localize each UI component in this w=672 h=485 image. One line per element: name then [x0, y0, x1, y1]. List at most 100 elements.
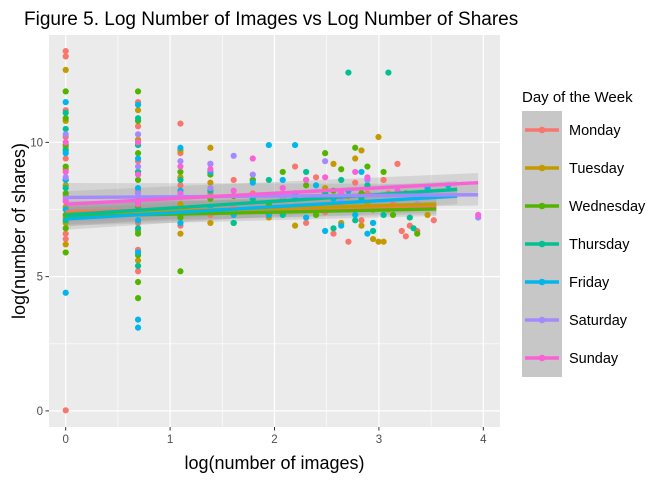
- data-point: [358, 222, 365, 229]
- data-point: [62, 174, 69, 181]
- data-point: [380, 238, 387, 245]
- legend-key-point: [538, 354, 546, 362]
- data-point: [134, 217, 142, 224]
- data-point: [369, 227, 377, 235]
- data-point: [352, 144, 359, 151]
- data-point: [375, 238, 382, 245]
- data-point: [177, 158, 184, 165]
- data-point: [134, 150, 142, 157]
- legend-key-point: [538, 240, 546, 248]
- data-point: [380, 168, 387, 176]
- legend-label: Tuesday: [569, 161, 625, 177]
- data-point: [410, 225, 417, 232]
- data-point: [134, 278, 142, 286]
- data-point: [475, 211, 482, 218]
- data-point: [322, 174, 329, 181]
- data-point: [134, 107, 142, 114]
- data-point: [312, 174, 320, 181]
- data-point: [134, 324, 142, 331]
- data-point: [62, 66, 69, 74]
- data-point: [303, 219, 310, 227]
- data-point: [62, 88, 69, 95]
- data-point: [62, 289, 69, 296]
- data-point: [352, 155, 359, 162]
- data-point: [134, 230, 142, 237]
- data-point: [414, 230, 421, 237]
- data-point: [62, 241, 69, 248]
- data-point: [62, 48, 69, 55]
- data-point: [207, 166, 214, 173]
- data-point: [62, 109, 69, 116]
- data-point: [364, 163, 371, 170]
- data-point: [134, 88, 142, 95]
- data-point: [134, 190, 142, 197]
- data-point: [134, 295, 142, 302]
- legend-key-point: [538, 316, 546, 324]
- x-axis-label: log(number of images): [184, 453, 364, 473]
- data-point: [207, 144, 214, 151]
- data-point: [134, 163, 142, 170]
- data-point: [352, 211, 359, 218]
- data-point: [352, 168, 359, 176]
- data-point: [62, 163, 69, 170]
- data-point: [322, 150, 329, 157]
- data-point: [62, 235, 69, 243]
- data-point: [62, 155, 69, 162]
- data-point: [369, 235, 377, 243]
- data-point: [398, 227, 405, 235]
- data-point: [177, 268, 184, 275]
- data-point: [249, 171, 256, 178]
- data-point: [265, 141, 272, 149]
- legend: Day of the Week Monday Tuesday Wednesday Th…: [522, 89, 646, 377]
- data-point: [134, 115, 142, 122]
- data-point: [394, 160, 401, 167]
- trend-line: [65, 180, 479, 206]
- data-point: [249, 179, 256, 186]
- y-tick-label: 10: [30, 137, 43, 149]
- data-point: [62, 131, 69, 138]
- data-point: [134, 262, 142, 270]
- trend-line: [65, 193, 479, 200]
- data-point: [62, 168, 69, 176]
- data-point: [312, 211, 320, 218]
- trend-lines: [65, 180, 479, 221]
- data-point: [279, 184, 286, 192]
- data-point: [303, 168, 310, 176]
- data-point: [62, 407, 69, 414]
- data-point: [406, 214, 413, 221]
- data-point: [402, 233, 409, 240]
- x-tick-label: 4: [480, 434, 487, 446]
- data-point: [291, 141, 299, 149]
- chart-title: Figure 5. Log Number of Images vs Log Nu…: [24, 9, 518, 30]
- y-tick-label: 0: [37, 406, 43, 418]
- data-point: [62, 249, 69, 256]
- data-point: [62, 150, 69, 157]
- data-point: [345, 238, 352, 245]
- data-point: [230, 187, 237, 194]
- data-point: [177, 168, 184, 176]
- data-point: [134, 184, 142, 192]
- data-point: [134, 101, 142, 108]
- data-point: [134, 139, 142, 146]
- data-point: [380, 211, 387, 218]
- data-point: [134, 268, 142, 275]
- legend-key-point: [538, 202, 546, 210]
- data-point: [134, 131, 142, 138]
- legend-items: Monday Tuesday Wednesday Thursday Friday Satu…: [522, 111, 646, 377]
- data-point: [134, 225, 142, 232]
- legend-key-point: [538, 126, 546, 134]
- data-point: [338, 166, 345, 173]
- data-point: [303, 176, 310, 184]
- data-point: [207, 179, 214, 186]
- data-point: [134, 123, 142, 130]
- data-point: [389, 211, 397, 218]
- data-point: [134, 155, 142, 162]
- data-point: [279, 176, 286, 184]
- legend-key-point: [538, 164, 546, 172]
- data-point: [369, 219, 377, 227]
- data-point: [358, 217, 365, 224]
- data-point: [291, 222, 299, 229]
- data-point: [207, 219, 214, 227]
- data-point: [380, 176, 387, 184]
